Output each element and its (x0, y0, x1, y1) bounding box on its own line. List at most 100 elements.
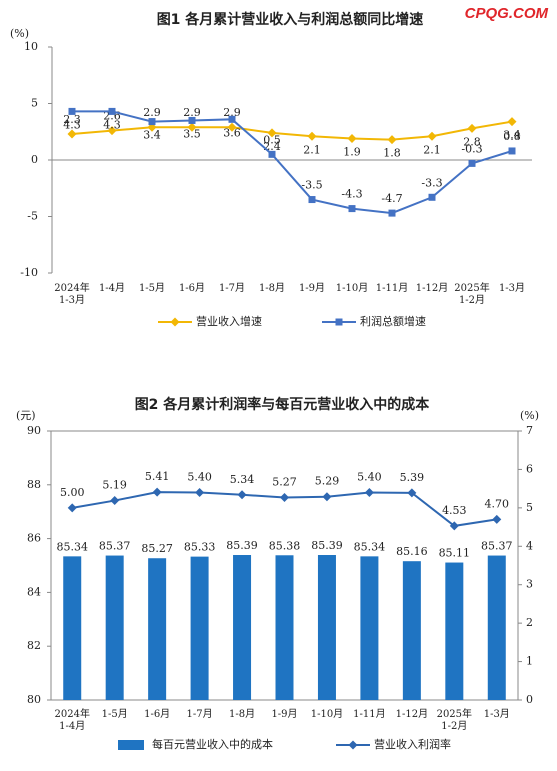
point (152, 487, 162, 497)
x-tick-label: 1-10月 (311, 708, 343, 720)
data-label: 5.40 (357, 470, 382, 483)
bar (360, 556, 379, 700)
data-label: 2.9 (223, 106, 241, 119)
data-label: 2.1 (423, 143, 441, 156)
point (280, 492, 289, 502)
data-label: 3.4 (143, 129, 161, 142)
data-label: 5.19 (102, 479, 127, 492)
point (268, 150, 276, 158)
y-axis-label: (元) (16, 409, 36, 422)
point (108, 107, 116, 115)
data-label: 1.8 (383, 147, 401, 160)
data-label: 4.3 (103, 118, 121, 131)
data-label: 5.29 (315, 475, 340, 488)
y2-tick-label: 7 (526, 424, 533, 437)
bar (445, 562, 464, 700)
point (170, 317, 180, 327)
point (467, 123, 477, 133)
data-label: 3.5 (183, 127, 201, 140)
data-label: -3.5 (301, 179, 322, 192)
x-tick-label: 1-11月 (353, 708, 385, 720)
y-tick-label: 5 (31, 97, 38, 110)
x-tick-label: 2024年 1-3月 (54, 281, 89, 306)
data-label: 3.6 (223, 126, 241, 139)
point (347, 134, 357, 144)
data-label: 85.37 (481, 540, 513, 553)
y-tick-label: 90 (27, 424, 41, 437)
data-label: 2.9 (143, 106, 161, 119)
point (348, 205, 356, 213)
data-label: 85.16 (396, 545, 428, 558)
point (237, 490, 247, 500)
x-tick-label: 1-7月 (219, 282, 245, 294)
y-axis-label: (%) (10, 27, 29, 40)
legend-label: 利润总额增速 (360, 314, 426, 328)
point (507, 117, 517, 127)
point (508, 147, 516, 155)
x-tick-label: 2024年 1-4月 (55, 707, 90, 732)
y-tick-label: 80 (27, 693, 41, 706)
data-label: 85.37 (99, 540, 131, 553)
x-tick-label: 2025年 1-2月 (454, 281, 489, 306)
point (307, 131, 317, 141)
y2-tick-label: 6 (526, 462, 533, 475)
line (71, 120, 513, 141)
data-label: 85.11 (439, 547, 471, 560)
point (388, 209, 396, 217)
y-tick-label: 82 (27, 639, 41, 652)
point (428, 193, 436, 201)
point (468, 159, 476, 167)
x-tick-label: 1-9月 (271, 708, 297, 720)
point (68, 107, 76, 115)
bar (63, 556, 82, 700)
data-label: 85.27 (141, 542, 173, 555)
point (110, 496, 120, 506)
y-tick-label: 10 (24, 40, 38, 53)
x-tick-label: 1-8月 (229, 708, 255, 720)
data-label: 5.39 (400, 471, 425, 484)
data-label: 5.00 (60, 486, 85, 499)
data-label: -3.3 (421, 176, 442, 189)
data-label: 2.1 (303, 143, 321, 156)
data-label: 3.4 (503, 129, 521, 142)
data-label: 85.39 (311, 539, 343, 552)
point (267, 128, 277, 138)
legend-label: 营业收入利润率 (374, 737, 451, 751)
point (407, 488, 417, 498)
x-tick-label: 1-11月 (376, 282, 408, 294)
point (67, 503, 77, 513)
y-tick-label: 88 (27, 478, 41, 491)
legend-swatch (118, 740, 144, 750)
point (335, 318, 343, 326)
x-tick-label: 1-12月 (396, 708, 428, 720)
data-label: 85.38 (269, 539, 301, 552)
bar (190, 556, 209, 700)
x-tick-label: 2025年 1-2月 (437, 707, 472, 732)
bar (233, 555, 252, 700)
bar (487, 555, 506, 700)
data-label: 2.3 (63, 113, 81, 126)
point (364, 487, 374, 497)
data-label: 85.34 (56, 540, 88, 553)
y2-tick-label: 4 (526, 539, 533, 552)
legend-label: 营业收入增速 (196, 314, 262, 328)
data-label: 0.8 (503, 130, 521, 143)
data-label: -0.3 (461, 142, 482, 155)
x-tick-label: 1-9月 (299, 282, 325, 294)
x-tick-label: 1-6月 (144, 708, 170, 720)
bar (317, 555, 336, 700)
point (427, 131, 437, 141)
data-label: -4.7 (381, 192, 402, 205)
y2-axis-label: (%) (520, 409, 539, 422)
data-label: 85.34 (354, 540, 386, 553)
line (72, 110, 513, 215)
x-tick-label: 1-8月 (259, 282, 285, 294)
point (107, 126, 117, 136)
x-tick-label: 1-3月 (484, 708, 510, 720)
point (348, 740, 358, 750)
bar (105, 555, 124, 700)
point (449, 521, 459, 531)
y2-tick-label: 0 (526, 693, 533, 706)
bar (275, 555, 294, 700)
